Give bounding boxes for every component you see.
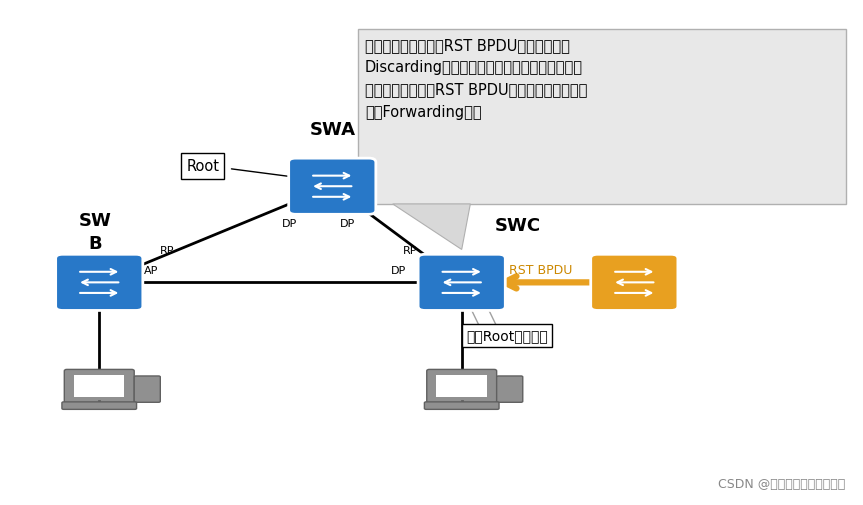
Text: 当该端口收到更优的RST BPDU后，端口进入
Discarding状态，不再转发报文。若一段时间内
端口未收到更优的RST BPDU，则会自动恢复到正
常的F: 当该端口收到更优的RST BPDU后，端口进入 Discarding状态，不再转… [365,38,588,119]
FancyBboxPatch shape [496,376,523,402]
Text: SW: SW [79,212,111,230]
Text: AP: AP [144,265,159,275]
FancyBboxPatch shape [425,402,499,410]
FancyBboxPatch shape [288,159,376,215]
FancyBboxPatch shape [590,255,678,311]
Text: 配置Root保护功能: 配置Root保护功能 [466,329,548,343]
FancyBboxPatch shape [418,255,506,311]
Bar [437,376,487,397]
Text: RST BPDU: RST BPDU [509,264,572,277]
FancyBboxPatch shape [65,370,135,403]
FancyBboxPatch shape [358,30,846,205]
FancyBboxPatch shape [55,255,143,311]
Text: SWC: SWC [494,217,541,235]
Polygon shape [393,205,470,250]
Text: RP: RP [161,246,174,256]
Bar [74,376,124,397]
Text: SWA: SWA [309,121,356,139]
Text: B: B [88,234,102,252]
Text: RP: RP [403,246,417,256]
Text: DP: DP [282,218,297,228]
Text: DP: DP [390,265,406,275]
Text: DP: DP [340,218,356,228]
Text: CSDN @你可知这世上再难遇我: CSDN @你可知这世上再难遇我 [719,477,846,490]
FancyBboxPatch shape [134,376,161,402]
FancyBboxPatch shape [426,370,496,403]
FancyBboxPatch shape [62,402,136,410]
Text: Root: Root [186,159,219,174]
